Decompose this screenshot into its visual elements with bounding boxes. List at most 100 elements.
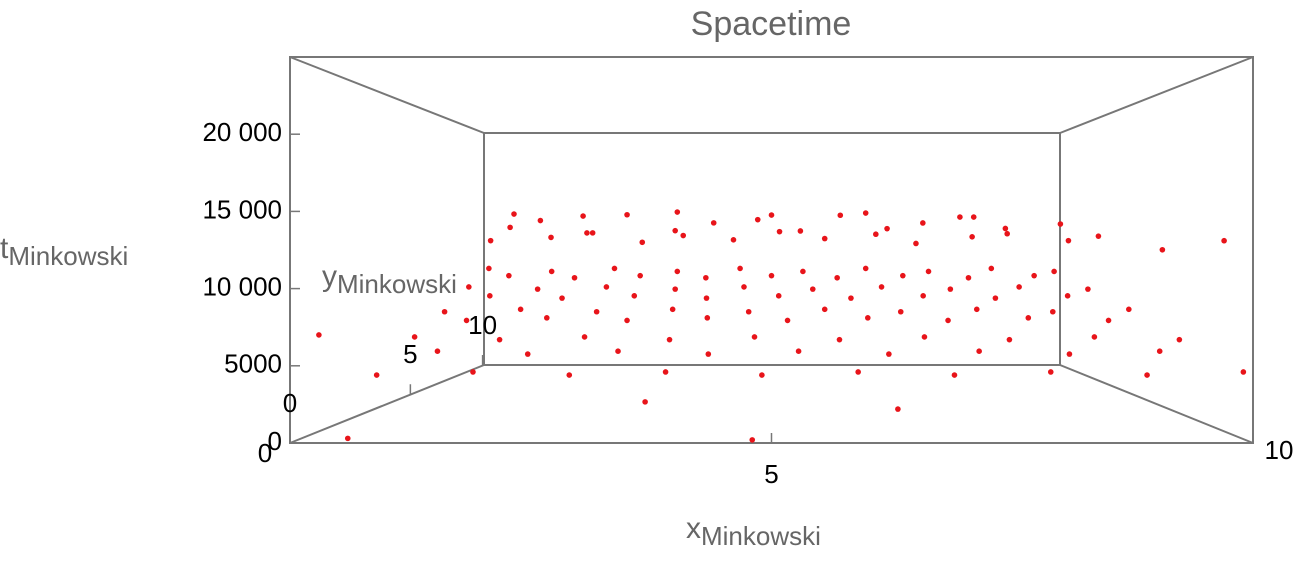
point bbox=[624, 211, 630, 218]
point bbox=[837, 212, 844, 219]
point bbox=[809, 286, 816, 292]
point bbox=[1126, 306, 1132, 313]
point bbox=[487, 293, 493, 299]
point bbox=[624, 317, 630, 324]
y-label-main: y bbox=[322, 260, 337, 293]
point bbox=[1159, 246, 1166, 253]
point bbox=[705, 351, 712, 357]
frame-edge bbox=[289, 364, 485, 444]
point bbox=[969, 234, 975, 240]
point bbox=[548, 268, 555, 275]
point bbox=[672, 227, 678, 234]
point bbox=[470, 369, 476, 375]
point bbox=[1144, 372, 1150, 378]
point bbox=[1240, 369, 1247, 375]
z-label-main: t bbox=[0, 232, 9, 265]
point bbox=[751, 334, 758, 340]
point bbox=[925, 268, 932, 275]
point bbox=[603, 284, 610, 290]
point bbox=[992, 295, 999, 301]
point bbox=[463, 317, 470, 324]
point bbox=[589, 230, 596, 236]
point bbox=[710, 220, 717, 226]
point bbox=[517, 306, 524, 313]
point bbox=[593, 308, 600, 315]
point bbox=[486, 265, 492, 272]
point bbox=[768, 272, 775, 279]
z-tick-label: 0 bbox=[268, 426, 282, 456]
point bbox=[1004, 230, 1010, 237]
point bbox=[1051, 268, 1057, 275]
point bbox=[639, 239, 646, 246]
point bbox=[672, 286, 678, 292]
point bbox=[580, 213, 586, 219]
point bbox=[821, 306, 828, 313]
point bbox=[1031, 272, 1037, 279]
point bbox=[795, 348, 802, 355]
z-tick-label: 5000 bbox=[224, 349, 282, 379]
point bbox=[1066, 351, 1073, 357]
frame-edge bbox=[289, 56, 485, 134]
point bbox=[749, 437, 756, 443]
point bbox=[900, 272, 906, 279]
point bbox=[581, 334, 588, 340]
point bbox=[559, 295, 565, 301]
point bbox=[637, 272, 643, 279]
point bbox=[674, 209, 681, 215]
point bbox=[775, 293, 782, 299]
point bbox=[745, 308, 752, 315]
point bbox=[680, 232, 687, 239]
point bbox=[1006, 336, 1013, 343]
point bbox=[1057, 221, 1064, 227]
frame-edge bbox=[1059, 56, 1254, 134]
point bbox=[666, 336, 673, 343]
point bbox=[855, 369, 861, 375]
point bbox=[957, 214, 963, 220]
point bbox=[797, 228, 804, 234]
point bbox=[759, 372, 765, 378]
point bbox=[704, 315, 711, 321]
point bbox=[973, 306, 980, 313]
point bbox=[1085, 286, 1091, 292]
point bbox=[970, 214, 977, 220]
point bbox=[886, 351, 892, 357]
point bbox=[1002, 225, 1009, 232]
point bbox=[921, 334, 928, 340]
point bbox=[1105, 317, 1112, 324]
point bbox=[496, 336, 503, 343]
back-frame bbox=[483, 132, 1061, 366]
point bbox=[865, 315, 871, 321]
z-axis-label: tMinkowski bbox=[0, 232, 128, 271]
point bbox=[411, 334, 418, 340]
point bbox=[434, 348, 441, 355]
point bbox=[800, 268, 806, 275]
point bbox=[642, 399, 648, 405]
point bbox=[920, 220, 926, 226]
point bbox=[566, 372, 573, 378]
point bbox=[1049, 308, 1056, 315]
point bbox=[524, 351, 531, 357]
point bbox=[873, 231, 879, 238]
point bbox=[662, 369, 669, 375]
point bbox=[784, 317, 791, 324]
point bbox=[1025, 315, 1032, 321]
point bbox=[862, 210, 869, 216]
y-tick-label: 0 bbox=[283, 388, 297, 418]
point bbox=[768, 212, 775, 218]
point bbox=[776, 228, 783, 235]
point bbox=[945, 317, 951, 324]
point bbox=[631, 293, 638, 299]
point bbox=[534, 286, 541, 292]
point bbox=[316, 332, 322, 338]
point bbox=[947, 286, 954, 292]
point bbox=[674, 268, 681, 275]
point bbox=[611, 265, 618, 272]
point bbox=[951, 372, 958, 378]
point bbox=[1016, 284, 1022, 290]
point bbox=[988, 265, 995, 272]
point bbox=[441, 308, 448, 315]
point bbox=[1047, 369, 1054, 375]
point bbox=[730, 237, 737, 243]
point bbox=[669, 306, 676, 313]
